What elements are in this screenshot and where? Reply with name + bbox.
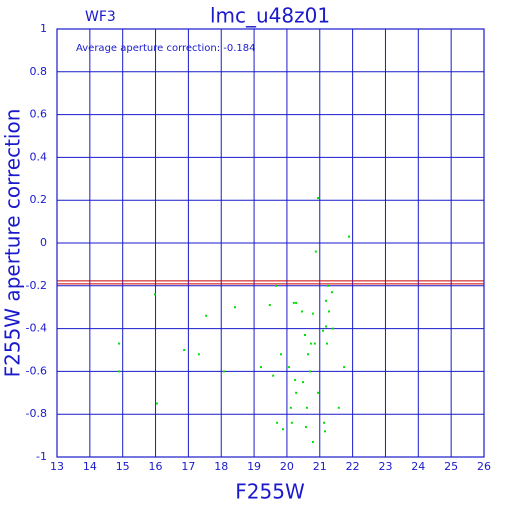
point	[306, 353, 309, 356]
point	[280, 353, 283, 356]
x-tick-label: 23	[378, 460, 392, 473]
point	[314, 250, 317, 253]
x-tick-label: 13	[50, 460, 64, 473]
point	[309, 342, 312, 345]
point	[234, 306, 237, 309]
point	[118, 370, 121, 373]
point	[281, 428, 284, 431]
point	[330, 291, 333, 294]
x-tick-label: 25	[444, 460, 458, 473]
chart-title: lmc_u48z01	[210, 4, 330, 28]
x-tick-label: 17	[181, 460, 195, 473]
point	[290, 421, 293, 424]
y-tick-label: 0.4	[30, 150, 48, 163]
x-tick-label: 26	[477, 460, 491, 473]
x-tick-label: 20	[280, 460, 294, 473]
y-tick-label: 0	[40, 236, 47, 249]
y-tick-label: 1	[40, 22, 47, 35]
x-tick-label: 19	[247, 460, 261, 473]
y-tick-label: 0.2	[30, 193, 48, 206]
point	[118, 342, 121, 345]
point	[327, 310, 330, 313]
chip-label: WF3	[85, 9, 116, 25]
x-tick-label: 18	[214, 460, 228, 473]
point	[326, 284, 329, 287]
point	[325, 299, 328, 302]
point	[308, 370, 311, 373]
annotation: Average aperture correction: -0.184	[76, 43, 256, 54]
point	[153, 293, 156, 296]
point	[289, 406, 292, 409]
y-tick-label: 0.6	[30, 108, 48, 121]
y-tick-label: -1	[36, 450, 47, 463]
x-tick-label: 15	[116, 460, 130, 473]
point	[276, 421, 279, 424]
point	[305, 406, 308, 409]
point	[272, 374, 275, 377]
point	[259, 366, 262, 369]
y-tick-label: 0.8	[30, 65, 48, 78]
point	[343, 366, 346, 369]
point	[287, 366, 290, 369]
point	[303, 334, 306, 337]
x-axis-label: F255W	[235, 480, 305, 504]
point	[295, 301, 298, 304]
x-tick-label: 24	[411, 460, 425, 473]
x-tick-label: 21	[313, 460, 327, 473]
point	[183, 349, 186, 351]
y-tick-label: -0.4	[26, 322, 47, 335]
x-tick-label: 16	[149, 460, 163, 473]
y-axis-label: F255W aperture correction	[1, 109, 25, 378]
x-tick-label: 22	[346, 460, 360, 473]
point	[275, 284, 278, 287]
point	[222, 370, 225, 373]
point	[331, 327, 334, 330]
point	[348, 235, 351, 238]
point	[302, 381, 305, 384]
y-tick-label: -0.8	[26, 407, 47, 420]
point	[322, 329, 325, 332]
point	[317, 391, 320, 394]
point	[324, 430, 327, 433]
point	[311, 312, 314, 315]
point	[295, 391, 298, 394]
point	[294, 378, 297, 381]
point	[317, 197, 320, 200]
point	[325, 325, 328, 328]
point	[323, 421, 326, 424]
point	[301, 310, 304, 313]
point	[197, 353, 200, 356]
y-tick-label: -0.2	[26, 279, 47, 292]
point	[325, 342, 328, 345]
y-tick-label: -0.6	[26, 364, 47, 377]
x-tick-label: 14	[83, 460, 97, 473]
point	[311, 441, 314, 444]
point	[268, 304, 271, 307]
point	[337, 406, 340, 409]
point	[304, 426, 307, 429]
point	[205, 314, 208, 317]
point	[292, 301, 295, 304]
point	[313, 342, 316, 345]
point	[155, 402, 158, 405]
